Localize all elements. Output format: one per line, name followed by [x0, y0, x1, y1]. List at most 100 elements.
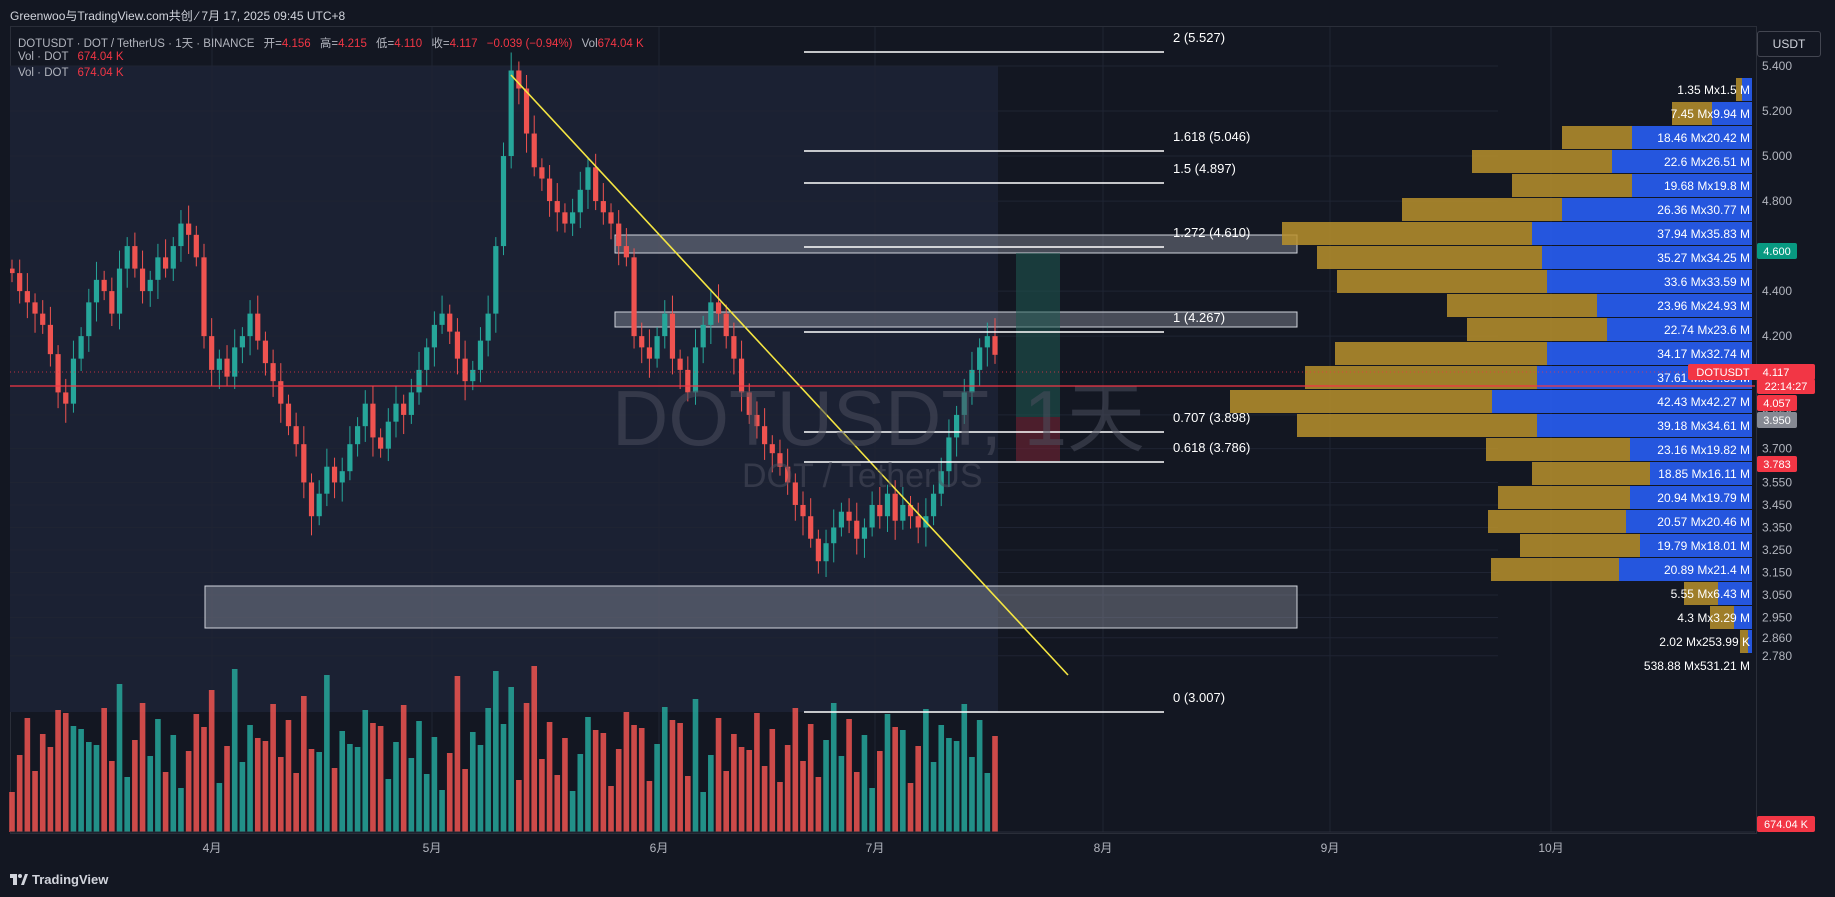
- volume-bar: [170, 735, 177, 832]
- price-tick-label: 3.700: [1762, 442, 1792, 456]
- volume-bar: [454, 676, 461, 832]
- profile-bar-up: [1547, 342, 1752, 365]
- volume-bar: [262, 741, 269, 832]
- volume-bar: [185, 751, 192, 832]
- profile-label: 42.43 Mx42.27 M: [1657, 395, 1750, 409]
- candle-body: [401, 403, 407, 415]
- time-axis[interactable]: 4月 5月 6月 7月 8月 9月 10月: [203, 841, 1564, 855]
- time-tick-label: 9月: [1321, 841, 1340, 855]
- profile-bar-down: [1736, 78, 1742, 101]
- candle-body: [777, 453, 783, 467]
- volume-bar: [55, 710, 61, 832]
- tradingview-logo[interactable]: TradingView: [10, 872, 108, 887]
- fib-level-label: 1.5 (4.897): [1173, 161, 1236, 176]
- volume-bar: [178, 788, 184, 832]
- downtrend-line[interactable]: [510, 74, 1069, 676]
- profile-bar-up: [1607, 318, 1752, 341]
- volume-bar: [270, 704, 276, 832]
- volume-bar: [201, 727, 207, 832]
- profile-label: 1.35 Mx1.5 M: [1677, 83, 1750, 97]
- volume-legend-1[interactable]: Vol · DOT 674.04 K: [18, 51, 124, 63]
- volume-bar: [746, 750, 753, 832]
- badge-symbol: [1688, 364, 1815, 380]
- candle-body: [708, 302, 714, 325]
- profile-bar-up: [1547, 270, 1752, 293]
- volume-legend-2[interactable]: Vol · DOT 674.04 K: [18, 67, 124, 79]
- candle-body: [55, 354, 61, 393]
- volume-legend-2-label: Vol · DOT: [18, 67, 69, 79]
- profile-label: 35.27 Mx34.25 M: [1657, 251, 1750, 265]
- candle-body: [109, 291, 115, 314]
- candle-body: [101, 279, 107, 292]
- volume-bar: [715, 718, 722, 832]
- volume-bar: [554, 775, 561, 832]
- volume-bar: [308, 749, 315, 832]
- profile-bar-down: [1282, 222, 1532, 245]
- volume-bar: [577, 754, 584, 832]
- volume-bar: [823, 740, 829, 832]
- badge-price-text: 4.117: [1763, 367, 1790, 379]
- volume-bar: [500, 724, 507, 832]
- profile-bar-down: [1562, 126, 1632, 149]
- candle-body: [439, 313, 445, 325]
- candle-body: [132, 246, 138, 269]
- volume-bar: [116, 684, 123, 832]
- fib-level-label: 2 (5.527): [1173, 30, 1225, 45]
- candle-body: [677, 358, 683, 370]
- candle-body: [554, 201, 560, 213]
- candle-body: [907, 504, 914, 517]
- price-tick-label: 3.550: [1762, 475, 1792, 489]
- long-position-target[interactable]: [1016, 253, 1060, 417]
- volume-bar: [224, 746, 230, 832]
- volume-bar: [623, 712, 630, 832]
- candle-body: [954, 414, 960, 438]
- candle-body: [285, 403, 292, 427]
- volume-bar: [393, 742, 399, 832]
- fib-level-label: 1.272 (4.610): [1173, 225, 1250, 240]
- tradingview-logo-text: TradingView: [32, 872, 109, 887]
- volume-bar: [16, 755, 23, 832]
- price-badges: 4.600 DOTUSDT 4.117 22:14:27 4.057 3.950…: [1688, 243, 1815, 832]
- volume-bar: [761, 766, 768, 832]
- candle-body: [239, 336, 245, 348]
- candle-body: [808, 516, 814, 539]
- volume-bar: [446, 753, 453, 832]
- candle-body: [308, 482, 315, 517]
- profile-bar-up: [1630, 438, 1752, 461]
- candle-body: [278, 381, 284, 404]
- price-axis[interactable]: 5.4005.2005.0004.8004.4004.2003.8503.700…: [1762, 59, 1792, 663]
- candle-body: [124, 246, 130, 269]
- symbol-line[interactable]: DOTUSDT · DOT / TetherUS · 1天 · BINANCE: [18, 38, 255, 50]
- fibonacci-extension[interactable]: 2 (5.527) 1.618 (5.046) 1.5 (4.897) 1.272 (…: [804, 30, 1250, 713]
- volume-bar: [930, 762, 937, 832]
- time-tick-label: 5月: [423, 841, 442, 855]
- price-tick-label: 5.200: [1762, 104, 1792, 118]
- supply-demand-zones[interactable]: [204, 234, 1298, 629]
- candle-body: [155, 257, 161, 280]
- profile-label: 37.94 Mx35.83 M: [1657, 227, 1750, 241]
- volume-profile[interactable]: 1.35 Mx1.5 M 7.45 Mx9.94 M 18.46 Mx20.42 M…: [1230, 78, 1752, 673]
- volume-bar: [738, 747, 745, 832]
- profile-bar-up: [1748, 630, 1752, 653]
- volume-bar: [984, 773, 991, 832]
- vol-value: 674.04 K: [597, 38, 644, 50]
- candle-body: [900, 504, 906, 521]
- long-position-stop[interactable]: [1016, 417, 1060, 461]
- volume-bar: [784, 745, 791, 832]
- profile-bar-up: [1630, 486, 1752, 509]
- profile-bar-up: [1532, 222, 1752, 245]
- candle-body: [785, 466, 791, 483]
- candle-body: [516, 70, 522, 89]
- zone-box-middle[interactable]: [614, 311, 1298, 328]
- profile-bar-up: [1718, 582, 1752, 605]
- currency-button[interactable]: USDT: [1757, 31, 1821, 57]
- candle-body: [854, 520, 860, 539]
- profile-label: 4.3 Mx3.29 M: [1677, 611, 1750, 625]
- profile-label: 7.45 Mx9.94 M: [1671, 107, 1750, 121]
- candle-body: [10, 268, 15, 274]
- price-tick-label: 5.400: [1762, 59, 1792, 73]
- profile-label: 18.46 Mx20.42 M: [1657, 131, 1750, 145]
- zone-box-support[interactable]: [204, 585, 1298, 629]
- symbol-legend[interactable]: DOTUSDT · DOT / TetherUS · 1天 · BINANCE …: [18, 35, 644, 51]
